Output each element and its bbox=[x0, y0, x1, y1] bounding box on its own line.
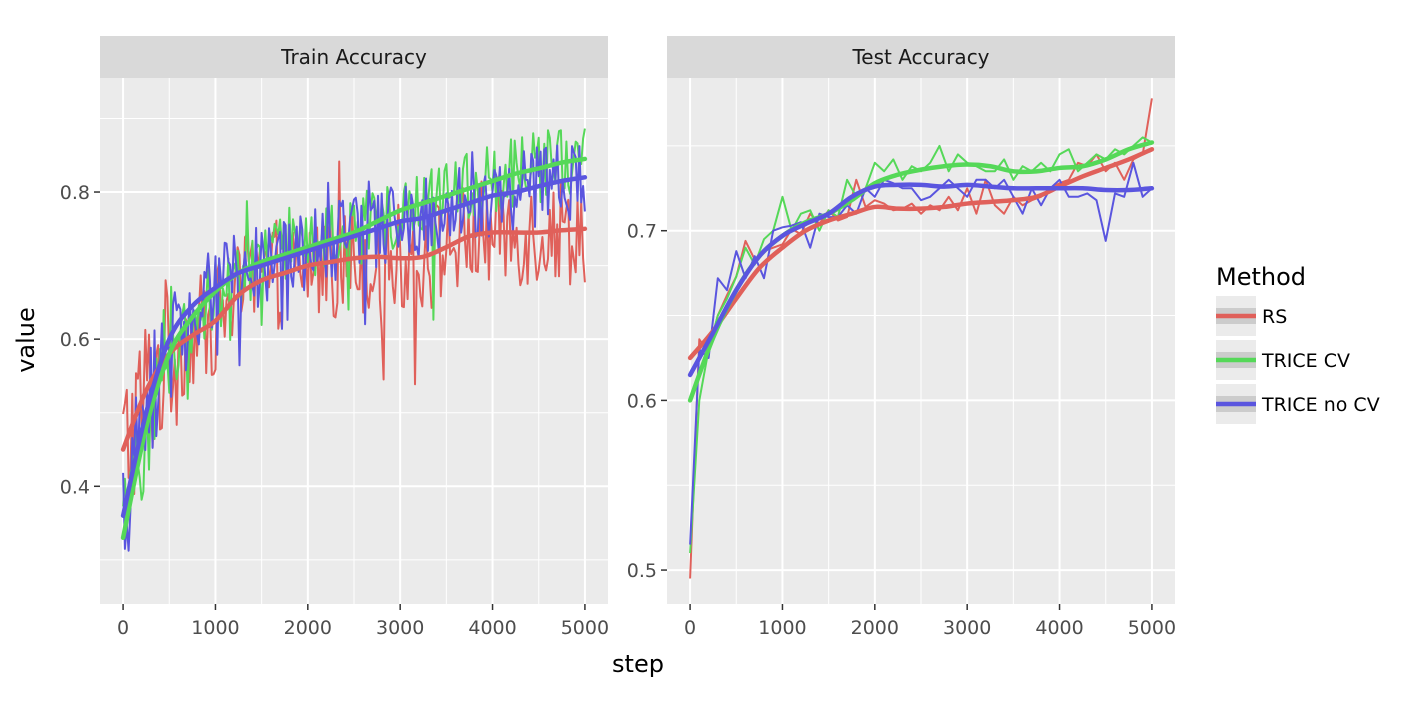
panel-test-accuracy: Test Accuracy 0 1000 2000 3000 4000 5000 0.5 0.6… bbox=[627, 36, 1176, 639]
facet-strip-label: Test Accuracy bbox=[851, 45, 989, 69]
x-tick-label: 0 bbox=[684, 617, 696, 639]
legend-label-trice-cv: TRICE CV bbox=[1261, 350, 1350, 372]
legend-title: Method bbox=[1216, 263, 1306, 291]
raw-line-trice-no-cv bbox=[122, 144, 586, 552]
x-tick-label: 2000 bbox=[284, 617, 332, 639]
x-tick-label: 3000 bbox=[943, 617, 991, 639]
y-tick-label: 0.4 bbox=[60, 476, 90, 498]
y-axis-title: value bbox=[12, 307, 40, 373]
smooth-line-trice-cv bbox=[120, 156, 588, 541]
x-tick-label: 4000 bbox=[468, 617, 516, 639]
y-tick-label: 0.8 bbox=[60, 182, 90, 204]
facet-strip bbox=[667, 36, 1175, 78]
y-tick-label: 0.7 bbox=[627, 221, 657, 243]
x-tick-label: 4000 bbox=[1035, 617, 1083, 639]
y-tick-label: 0.6 bbox=[60, 329, 90, 351]
panel-train-accuracy: Train Accuracy 0 1000 2000 3000 4000 5000 0.4 0.… bbox=[60, 36, 609, 639]
x-axis-title: step bbox=[612, 650, 664, 678]
x-tick-label: 3000 bbox=[376, 617, 424, 639]
y-tick-label: 0.6 bbox=[627, 390, 657, 412]
smooth-line-rs bbox=[120, 226, 588, 452]
facet-strip bbox=[100, 36, 608, 78]
smooth-line-trice-no-cv bbox=[120, 175, 588, 518]
x-tick-label: 1000 bbox=[191, 617, 239, 639]
plot-area bbox=[120, 128, 588, 552]
x-tick-label: 2000 bbox=[851, 617, 899, 639]
y-tick-label: 0.5 bbox=[627, 560, 657, 582]
legend: Method RS TRICE CV TRICE no CV bbox=[1216, 263, 1380, 424]
x-tick-label: 0 bbox=[117, 617, 129, 639]
smooth-line-rs bbox=[687, 147, 1155, 361]
facet-strip-label: Train Accuracy bbox=[280, 45, 427, 69]
x-tick-label: 5000 bbox=[1128, 617, 1176, 639]
raw-line-rs bbox=[122, 160, 586, 495]
legend-label-rs: RS bbox=[1262, 306, 1287, 328]
plot-area bbox=[687, 98, 1155, 579]
x-tick-label: 1000 bbox=[758, 617, 806, 639]
smooth-line-trice-no-cv bbox=[687, 182, 1155, 378]
x-tick-label: 5000 bbox=[561, 617, 609, 639]
legend-label-trice-no-cv: TRICE no CV bbox=[1261, 394, 1380, 416]
